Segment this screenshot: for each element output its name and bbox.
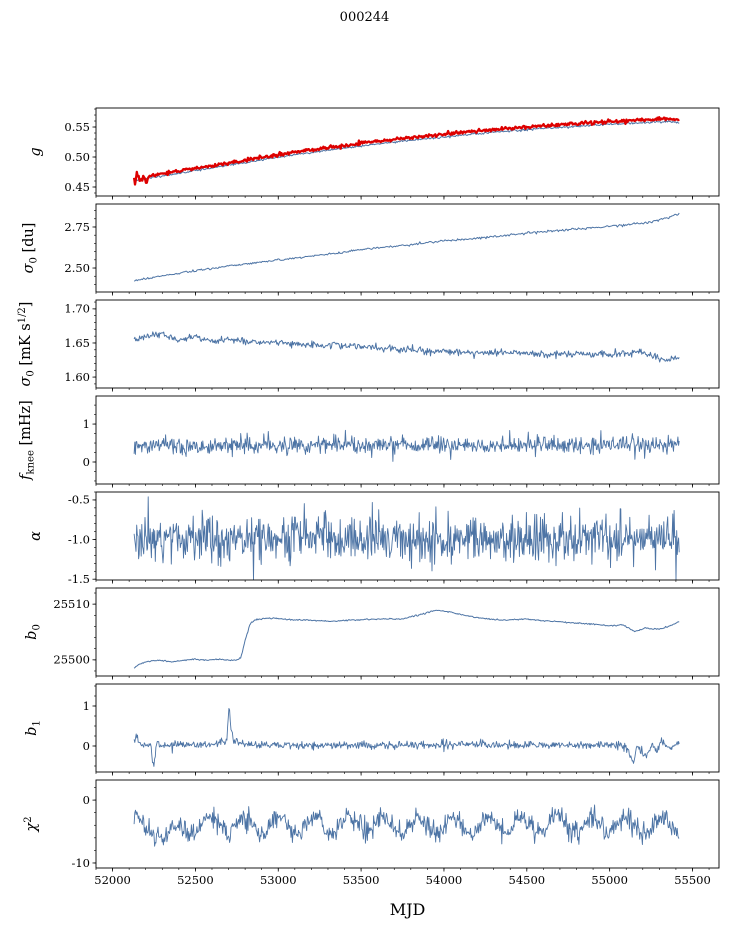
y-tick-label: -1.0 <box>68 532 90 546</box>
y-axis-label-chi2: χ2 <box>23 816 40 832</box>
x-tick-label: 55500 <box>674 873 711 887</box>
panel-chi2: -10 0 χ2 <box>23 779 720 872</box>
panel-sigma0-mk: 1.60 1.65 1.70 σ0 [mK s1/2] <box>17 299 720 392</box>
y-tick-label: 1 <box>83 417 90 431</box>
panel-frame <box>95 491 720 581</box>
y-tick-label: 2.50 <box>64 261 90 275</box>
y-axis-label-b1: b1 <box>24 720 43 736</box>
series-alpha <box>133 496 680 580</box>
y-tick-label: 1.65 <box>64 336 90 350</box>
y-tick-label: 0 <box>83 793 90 807</box>
y-axis-label-fknee: fknee [mHz] <box>18 400 37 481</box>
panel-b0: 25500 25510 b0 <box>24 587 720 680</box>
y-axis-label-g: g <box>28 147 44 156</box>
tick-marks <box>92 787 710 872</box>
y-axis-label-alpha: α <box>28 531 44 541</box>
panel-frame <box>95 299 720 389</box>
panel-frame <box>95 107 720 197</box>
x-tick-label: 54000 <box>426 873 463 887</box>
series-chi2 <box>133 804 680 847</box>
tick-marks <box>92 404 710 488</box>
x-axis-label: MJD <box>389 900 426 919</box>
x-tick-label: 52500 <box>177 873 214 887</box>
y-tick-label: 2.75 <box>64 220 90 234</box>
panel-frame <box>95 587 720 677</box>
tick-marks <box>92 108 710 200</box>
panel-fknee: 0 1 fknee [mHz] <box>18 395 720 488</box>
series-sigma0-mk <box>133 331 680 363</box>
series-b1 <box>133 707 680 767</box>
y-tick-label: 25500 <box>53 653 90 667</box>
panel-frame <box>95 779 720 869</box>
tick-marks <box>92 685 710 776</box>
y-axis-label-sigma0-mk: σ0 [mK s1/2] <box>17 302 37 387</box>
series-g-blue <box>133 120 680 182</box>
y-tick-label: -1.5 <box>68 572 90 586</box>
y-tick-label: 0 <box>83 739 90 753</box>
y-tick-label: 0 <box>83 455 90 469</box>
series-fknee <box>133 429 680 462</box>
y-axis-label-b0: b0 <box>24 624 43 640</box>
y-tick-label: 25510 <box>53 597 90 611</box>
tick-marks <box>92 301 710 392</box>
y-tick-label: -0.5 <box>68 493 90 507</box>
series-sigma0-du <box>133 212 680 282</box>
panel-frame <box>95 203 720 293</box>
y-axis-label-sigma0-du: σ0 [du] <box>21 223 40 274</box>
panel-frame <box>95 395 720 485</box>
panel-sigma0-du: 2.50 2.75 σ0 [du] <box>21 203 720 296</box>
series-b0 <box>133 609 680 669</box>
y-tick-label: 1 <box>83 699 90 713</box>
y-tick-label: 1.70 <box>64 302 90 316</box>
y-tick-label: 1.60 <box>64 370 90 384</box>
panel-frame <box>95 683 720 773</box>
series-g-red <box>132 116 680 186</box>
y-tick-label: 0.55 <box>64 120 90 134</box>
y-tick-label: 0.50 <box>64 150 90 164</box>
y-tick-label: 0.45 <box>64 180 90 194</box>
x-tick-label: 52000 <box>94 873 131 887</box>
panel-b1: 0 1 b1 <box>24 683 720 776</box>
x-tick-label: 55000 <box>591 873 628 887</box>
panel-g: 0.45 0.50 0.55 g <box>28 107 720 200</box>
tick-marks <box>92 592 710 680</box>
tick-marks <box>92 210 710 296</box>
x-tick-label: 53000 <box>260 873 297 887</box>
tick-marks <box>92 491 710 584</box>
panel-alpha: -1.5 -1.0 -0.5 α <box>28 491 720 586</box>
y-tick-label: -10 <box>71 856 90 870</box>
x-tick-label: 54500 <box>509 873 546 887</box>
x-tick-label: 53500 <box>343 873 380 887</box>
figure-title: 000244 <box>339 10 390 25</box>
